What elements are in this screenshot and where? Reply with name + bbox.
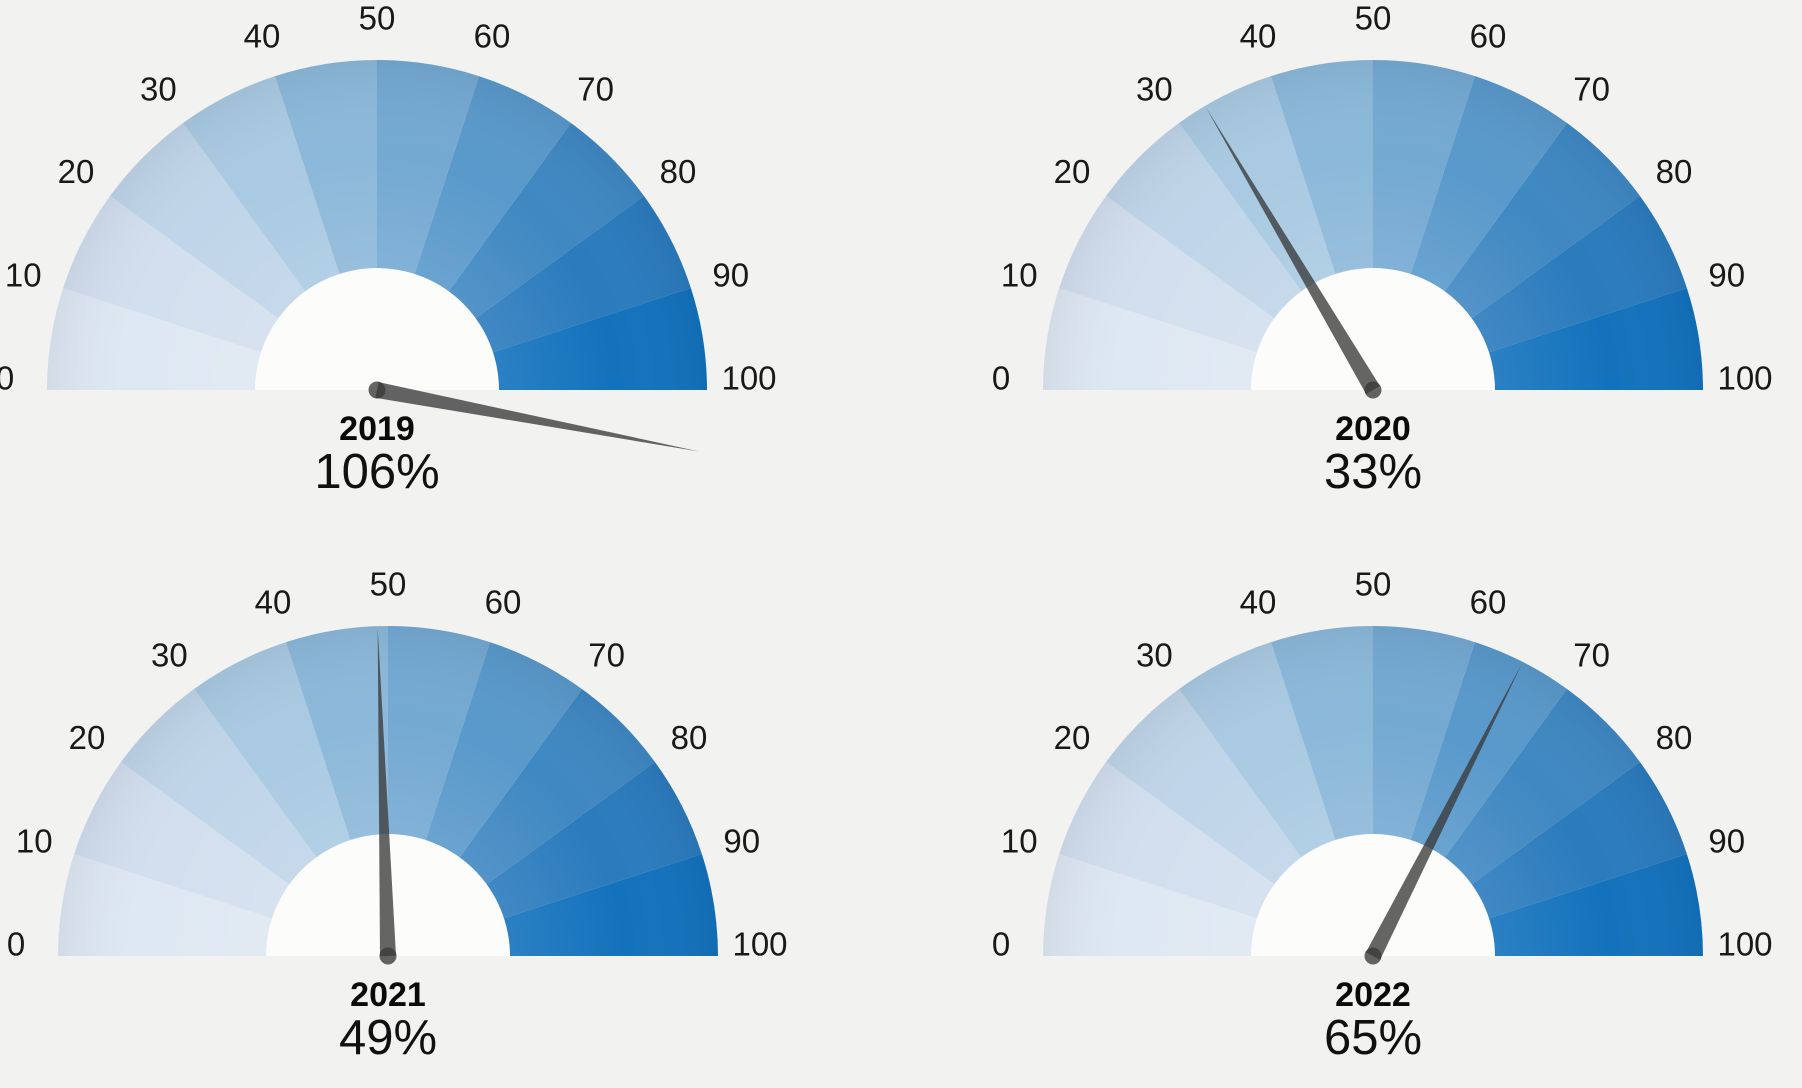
gauge-value-label: 33% bbox=[1324, 445, 1422, 499]
gauge-2021: 0 10 20 30 40 50 60 70 80 90 100 2021 49% bbox=[7, 566, 788, 1066]
gauge-value-label: 106% bbox=[314, 445, 439, 499]
gauge-needle bbox=[368, 381, 700, 452]
gauge-year-label: 2020 bbox=[1335, 410, 1411, 448]
tick-label-40: 40 bbox=[255, 584, 292, 621]
tick-label-80: 80 bbox=[1656, 153, 1693, 190]
tick-label-20: 20 bbox=[1054, 153, 1091, 190]
tick-label-70: 70 bbox=[1573, 71, 1610, 108]
tick-label-10: 10 bbox=[1001, 257, 1038, 294]
tick-label-100: 100 bbox=[1717, 360, 1772, 397]
tick-label-30: 30 bbox=[1136, 71, 1173, 108]
tick-label-50: 50 bbox=[370, 566, 407, 603]
gauge-needle bbox=[1206, 107, 1382, 399]
tick-label-90: 90 bbox=[712, 257, 749, 294]
tick-label-50: 50 bbox=[1355, 0, 1392, 37]
gauge-value-label: 65% bbox=[1324, 1011, 1422, 1065]
gauge-arc-segments bbox=[1043, 60, 1703, 390]
tick-label-10: 10 bbox=[5, 257, 42, 294]
tick-label-80: 80 bbox=[671, 719, 708, 756]
tick-label-30: 30 bbox=[140, 71, 177, 108]
gauge-needle bbox=[377, 628, 397, 965]
tick-label-90: 90 bbox=[1708, 257, 1745, 294]
tick-label-70: 70 bbox=[577, 71, 614, 108]
gauge-value-label: 49% bbox=[339, 1011, 437, 1065]
tick-label-0: 0 bbox=[992, 926, 1010, 963]
gauge-tick-labels: 0 10 20 30 40 50 60 70 80 90 100 bbox=[992, 566, 1773, 963]
tick-label-70: 70 bbox=[1573, 637, 1610, 674]
tick-label-60: 60 bbox=[1470, 584, 1507, 621]
tick-label-40: 40 bbox=[1240, 18, 1277, 55]
gauge-arc-segments bbox=[58, 626, 718, 956]
tick-label-40: 40 bbox=[244, 18, 281, 55]
tick-label-20: 20 bbox=[1054, 719, 1091, 756]
tick-label-0: 0 bbox=[0, 360, 14, 397]
tick-label-60: 60 bbox=[1470, 18, 1507, 55]
tick-label-80: 80 bbox=[1656, 719, 1693, 756]
gauge-2020: 0 10 20 30 40 50 60 70 80 90 100 2020 33% bbox=[992, 0, 1773, 499]
tick-label-90: 90 bbox=[723, 823, 760, 860]
tick-label-60: 60 bbox=[485, 584, 522, 621]
gauge-tick-labels: 0 10 20 30 40 50 60 70 80 90 100 bbox=[7, 566, 788, 963]
tick-label-100: 100 bbox=[1717, 926, 1772, 963]
tick-label-70: 70 bbox=[588, 637, 625, 674]
gauge-year-label: 2019 bbox=[339, 410, 415, 448]
gauge-2022: 0 10 20 30 40 50 60 70 80 90 100 2022 65% bbox=[992, 566, 1773, 1066]
gauge-year-label: 2022 bbox=[1335, 976, 1411, 1014]
tick-label-100: 100 bbox=[721, 360, 776, 397]
gauge-arc-segments bbox=[1043, 626, 1703, 956]
gauge-tick-labels: 0 10 20 30 40 50 60 70 80 90 100 bbox=[0, 0, 777, 397]
tick-label-20: 20 bbox=[69, 719, 106, 756]
tick-label-10: 10 bbox=[1001, 823, 1038, 860]
gauge-arc-segments bbox=[47, 60, 707, 391]
gauge-tick-labels: 0 10 20 30 40 50 60 70 80 90 100 bbox=[992, 0, 1773, 397]
tick-label-30: 30 bbox=[151, 637, 188, 674]
gauge-needle bbox=[1364, 663, 1522, 965]
gauge-year-label: 2021 bbox=[350, 976, 426, 1014]
tick-label-10: 10 bbox=[16, 823, 53, 860]
tick-label-50: 50 bbox=[359, 0, 396, 37]
tick-label-20: 20 bbox=[58, 153, 95, 190]
tick-label-80: 80 bbox=[660, 153, 697, 190]
tick-label-90: 90 bbox=[1708, 823, 1745, 860]
tick-label-40: 40 bbox=[1240, 584, 1277, 621]
tick-label-0: 0 bbox=[992, 360, 1010, 397]
tick-label-0: 0 bbox=[7, 926, 25, 963]
tick-label-30: 30 bbox=[1136, 637, 1173, 674]
tick-label-50: 50 bbox=[1355, 566, 1392, 603]
tick-label-100: 100 bbox=[732, 926, 787, 963]
tick-label-60: 60 bbox=[474, 18, 511, 55]
gauge-2019: 0 10 20 30 40 50 60 70 80 90 100 2019 106% bbox=[0, 0, 777, 499]
